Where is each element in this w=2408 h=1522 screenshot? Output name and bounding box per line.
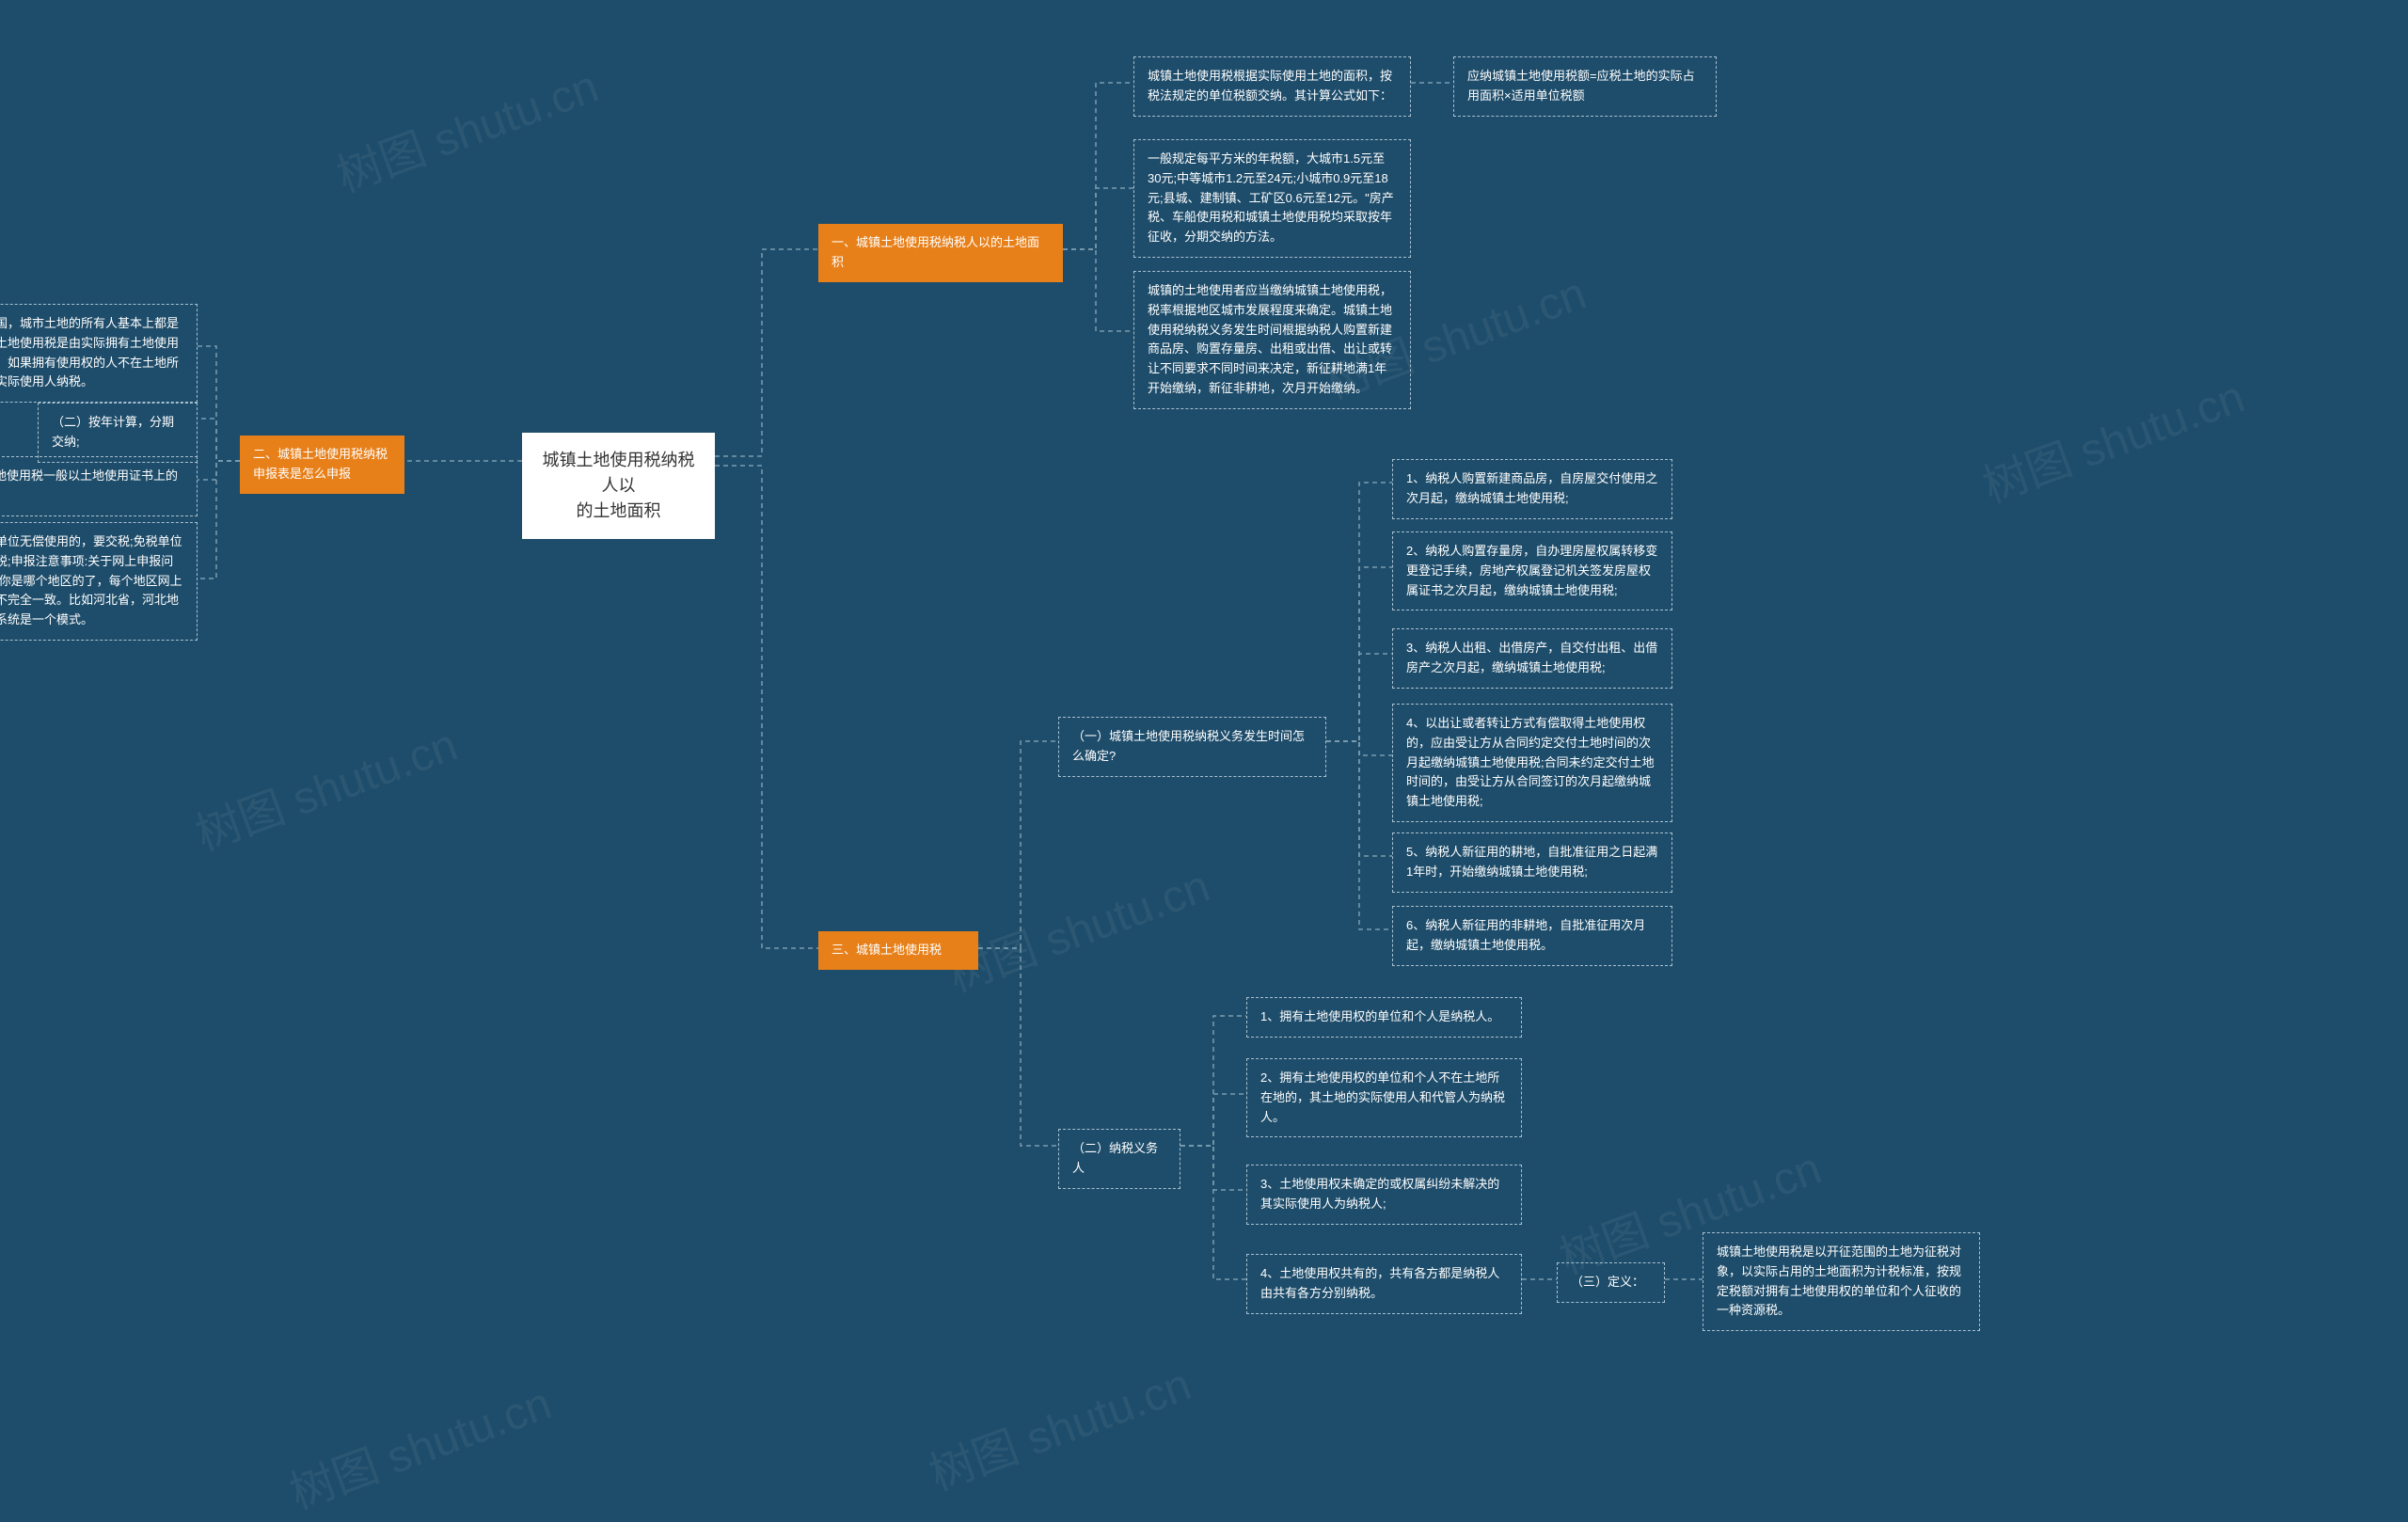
- branch3-sub2-item1: 1、拥有土地使用权的单位和个人是纳税人。: [1246, 997, 1522, 1038]
- branch3-sub2-title: （二）纳税义务人: [1058, 1129, 1180, 1189]
- branch1-n1: 城镇土地使用税根据实际使用土地的面积，按税法规定的单位税额交纳。其计算公式如下：: [1133, 56, 1411, 117]
- watermark: 树图 shutu.cn: [279, 1366, 559, 1521]
- branch2-n2: （二）按年计算，分期交纳;: [38, 403, 198, 463]
- branch3-sub1-item1: 1、纳税人购置新建商品房，自房屋交付使用之次月起，缴纳城镇土地使用税;: [1392, 459, 1672, 519]
- center-line1: 城镇土地使用税纳税人以: [541, 448, 696, 499]
- watermark: 树图 shutu.cn: [326, 49, 606, 204]
- branch1-n3: 城镇的土地使用者应当缴纳城镇土地使用税，税率根据地区城市发展程度来确定。城镇土地…: [1133, 271, 1411, 409]
- branch3-sub1-item5: 5、纳税人新征用的耕地，自批准征用之日起满1年时，开始缴纳城镇土地使用税;: [1392, 832, 1672, 893]
- watermark: 树图 shutu.cn: [185, 707, 465, 863]
- branch3-sub3-title: （三）定义：: [1557, 1262, 1665, 1303]
- branch3-sub2-item4: 4、土地使用权共有的，共有各方都是纳税人由共有各方分别纳税。: [1246, 1254, 1522, 1314]
- center-line2: 的土地面积: [541, 499, 696, 524]
- branch1-n1a: 应纳城镇土地使用税额=应税土地的实际占用面积×适用单位税额: [1453, 56, 1717, 117]
- branch3-sub2-item3: 3、土地使用权未确定的或权属纠纷未解决的其实际使用人为纳税人;: [1246, 1165, 1522, 1225]
- center-node: 城镇土地使用税纳税人以 的土地面积: [522, 433, 715, 539]
- branch2-title: 二、城镇土地使用税纳税申报表是怎么申报: [240, 436, 404, 494]
- branch3-sub1-item2: 2、纳税人购置存量房，自办理房屋权属转移变更登记手续，房地产权属登记机关签发房屋…: [1392, 531, 1672, 610]
- branch3-sub1-item4: 4、以出让或者转让方式有偿取得土地使用权的，应由受让方从合同约定交付土地时间的次…: [1392, 704, 1672, 822]
- branch3-sub1-title: （一）城镇土地使用税纳税义务发生时间怎么确定?: [1058, 717, 1326, 777]
- branch3-sub2-item2: 2、拥有土地使用权的单位和个人不在土地所在地的，其土地的实际使用人和代管人为纳税…: [1246, 1058, 1522, 1137]
- branch3-sub3-text: 城镇土地使用税是以开征范围的土地为征税对象，以实际占用的土地面积为计税标准，按规…: [1703, 1232, 1980, 1331]
- branch2-n1: （一）在我国，城市土地的所有人基本上都是国家，城镇土地使用税是由实际拥有土地使用…: [0, 304, 198, 403]
- watermark: 树图 shutu.cn: [938, 848, 1217, 1004]
- watermark: 树图 shutu.cn: [1972, 359, 2252, 515]
- branch3-title: 三、城镇土地使用税: [818, 931, 978, 970]
- watermark: 树图 shutu.cn: [919, 1347, 1198, 1502]
- branch1-n2: 一般规定每平方米的年税额，大城市1.5元至30元;中等城市1.2元至24元;小城…: [1133, 139, 1411, 258]
- branch3-sub1-item3: 3、纳税人出租、出借房产，自交付出租、出借房产之次月起，缴纳城镇土地使用税;: [1392, 628, 1672, 689]
- branch1-title: 一、城镇土地使用税纳税人以的土地面积: [818, 224, 1063, 282]
- branch2-n4: （四）纳税单位无偿使用的，要交税;免税单位使用的，免税;申报注意事项:关于网上申…: [0, 522, 198, 641]
- branch2-n3: （三）土地使用税一般以土地使用证书上的面积为准;: [0, 456, 198, 516]
- branch3-sub1-item6: 6、纳税人新征用的非耕地，自批准征用次月起，缴纳城镇土地使用税。: [1392, 906, 1672, 966]
